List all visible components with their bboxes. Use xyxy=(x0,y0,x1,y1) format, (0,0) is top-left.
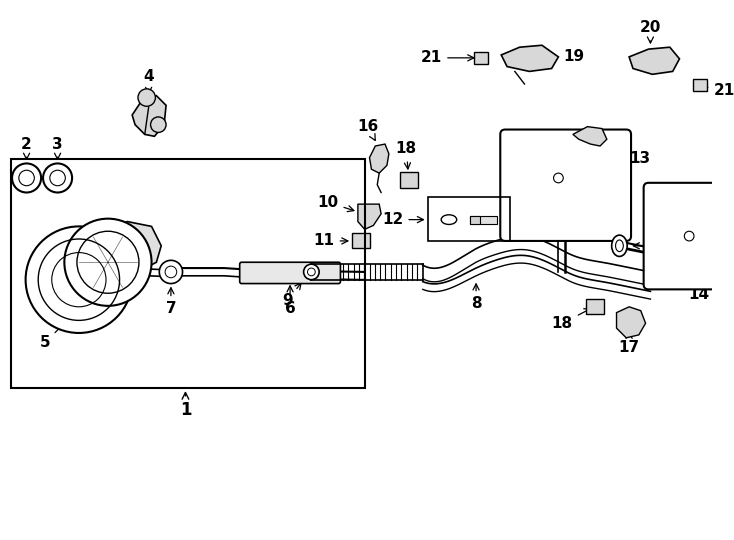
Text: 8: 8 xyxy=(470,284,482,312)
Bar xyxy=(474,52,487,64)
Text: 3: 3 xyxy=(52,137,63,159)
Polygon shape xyxy=(132,96,166,136)
Polygon shape xyxy=(103,221,161,270)
FancyBboxPatch shape xyxy=(644,183,734,289)
Circle shape xyxy=(150,117,166,132)
Circle shape xyxy=(26,226,132,333)
Text: 12: 12 xyxy=(382,212,424,227)
Circle shape xyxy=(138,89,156,106)
Polygon shape xyxy=(358,204,381,230)
Ellipse shape xyxy=(611,235,627,256)
Bar xyxy=(428,197,510,241)
FancyBboxPatch shape xyxy=(501,130,631,241)
Bar xyxy=(352,233,369,248)
Text: 5: 5 xyxy=(40,321,66,350)
Text: 18: 18 xyxy=(552,309,591,331)
Text: 11: 11 xyxy=(313,233,348,248)
Polygon shape xyxy=(573,127,607,146)
Text: 19: 19 xyxy=(543,49,584,64)
Text: 21: 21 xyxy=(701,83,734,98)
Text: 9: 9 xyxy=(282,283,301,308)
Text: 7: 7 xyxy=(166,288,176,316)
Text: 18: 18 xyxy=(396,141,417,169)
Bar xyxy=(693,79,707,91)
Text: 1: 1 xyxy=(180,393,191,420)
Text: 16: 16 xyxy=(357,119,378,140)
Ellipse shape xyxy=(441,215,457,225)
Polygon shape xyxy=(369,144,389,173)
Circle shape xyxy=(43,164,72,192)
Text: 2: 2 xyxy=(21,137,32,159)
Polygon shape xyxy=(501,45,559,71)
Text: 21: 21 xyxy=(421,50,474,65)
Text: 13: 13 xyxy=(567,151,650,166)
Bar xyxy=(11,159,365,388)
Circle shape xyxy=(159,260,183,284)
Text: 14: 14 xyxy=(688,274,710,302)
Bar xyxy=(470,216,480,224)
Polygon shape xyxy=(629,47,680,75)
Polygon shape xyxy=(617,307,646,338)
Bar xyxy=(401,172,418,188)
Bar xyxy=(470,216,498,224)
Bar xyxy=(586,299,604,314)
FancyBboxPatch shape xyxy=(240,262,341,284)
Text: 6: 6 xyxy=(285,286,296,316)
Circle shape xyxy=(304,264,319,280)
Circle shape xyxy=(65,219,151,306)
Circle shape xyxy=(12,164,41,192)
Text: 17: 17 xyxy=(619,332,639,355)
Text: 15: 15 xyxy=(633,238,681,253)
Text: 10: 10 xyxy=(317,195,354,212)
Text: 4: 4 xyxy=(143,69,154,93)
Text: 20: 20 xyxy=(640,21,661,43)
